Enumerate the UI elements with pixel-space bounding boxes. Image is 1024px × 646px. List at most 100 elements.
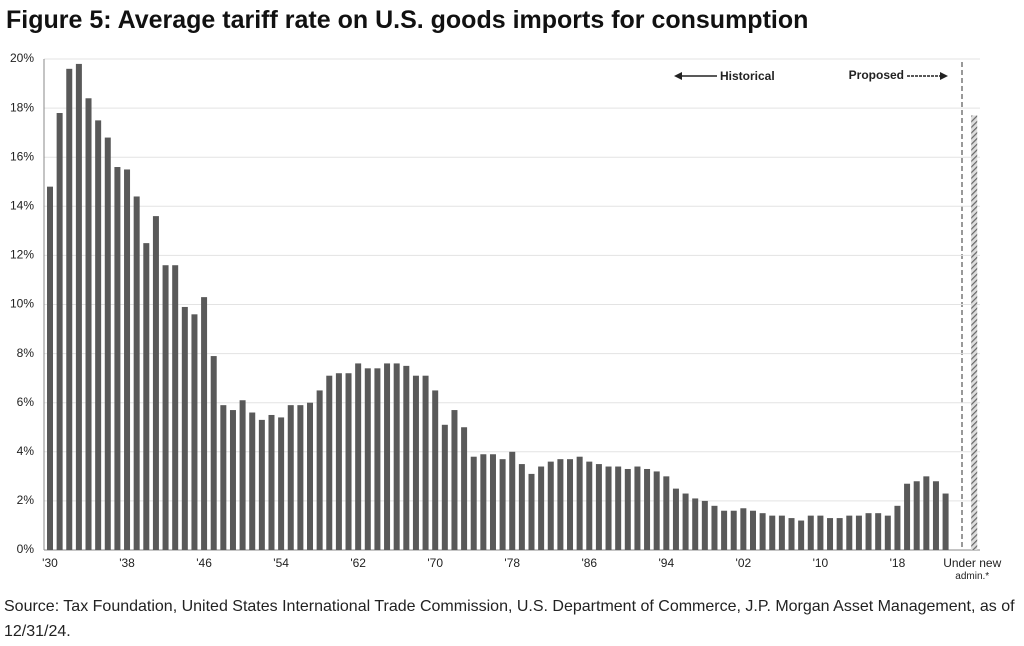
bar (268, 414, 275, 550)
bar (846, 515, 853, 550)
chart: Historical Proposed 0% 2% 4% 6% 8% 10% 12% 14% 1… (10, 51, 1002, 581)
bar (769, 515, 776, 550)
bar (451, 410, 458, 550)
annotation: Historical (720, 69, 775, 83)
y-tick-label: 18% (10, 100, 34, 114)
bar (971, 115, 978, 550)
source-note: Source: Tax Foundation, United States In… (4, 598, 1015, 640)
bar (412, 375, 419, 550)
bar (624, 468, 631, 550)
bar (692, 498, 699, 550)
x-tick-label: '54 (273, 556, 289, 570)
bar (653, 471, 660, 550)
bar (836, 518, 843, 550)
bar (355, 363, 362, 550)
bar (181, 306, 188, 550)
bar (817, 515, 824, 550)
bar (518, 464, 525, 550)
bar (480, 454, 487, 550)
bar (249, 412, 256, 550)
x-tick-label: '86 (581, 556, 597, 570)
bar (807, 515, 814, 550)
bar (297, 405, 304, 550)
bar (798, 520, 805, 550)
bar (422, 375, 429, 550)
x-tick-label: '02 (736, 556, 752, 570)
bar (104, 137, 111, 550)
bar (547, 461, 554, 550)
y-tick-label: 2% (17, 493, 35, 507)
bar (509, 451, 516, 550)
bar (827, 518, 834, 550)
bar (913, 481, 920, 550)
bar (855, 515, 862, 550)
bar (701, 500, 708, 550)
bar (172, 265, 179, 550)
bar (923, 476, 930, 550)
x-tick-label: '18 (890, 556, 906, 570)
bar (114, 167, 121, 550)
bar (95, 120, 102, 550)
bar (56, 113, 63, 550)
bar (326, 375, 333, 550)
bar (884, 515, 891, 550)
bar (759, 513, 766, 550)
y-tick-label: 0% (17, 542, 35, 556)
bar (66, 68, 73, 550)
bar (682, 493, 689, 550)
chart-title: Figure 5: Average tariff rate on U.S. go… (6, 6, 809, 34)
bar (75, 63, 82, 550)
y-tick-label: 10% (10, 297, 34, 311)
bar (528, 473, 535, 550)
bar (894, 505, 901, 550)
bar (258, 419, 265, 550)
bar (711, 505, 718, 550)
y-tick-label: 16% (10, 149, 34, 163)
x-tick-label: '30 (42, 556, 58, 570)
bar (374, 368, 381, 550)
bar (364, 368, 371, 550)
bar (489, 454, 496, 550)
x-tick-label: '10 (813, 556, 829, 570)
y-tick-label: 8% (17, 346, 35, 360)
x-tick-label: '70 (427, 556, 443, 570)
bar (932, 481, 939, 550)
x-tick-label: '94 (658, 556, 674, 570)
x-tick-label: '46 (196, 556, 212, 570)
y-tick-label: 4% (17, 444, 35, 458)
bar (287, 405, 294, 550)
bar (393, 363, 400, 550)
bar (345, 373, 352, 550)
bar (749, 510, 756, 550)
bar (499, 459, 506, 550)
x-tick-label: Under new admin.* (943, 556, 1001, 581)
bar (461, 427, 468, 550)
bar (605, 466, 612, 550)
bar (47, 186, 53, 550)
bar (133, 196, 140, 551)
bar (634, 466, 641, 550)
y-tick-label: 6% (17, 395, 35, 409)
bar (538, 466, 545, 550)
arrow-head (674, 72, 682, 80)
bar (278, 417, 285, 550)
y-tick-label: 14% (10, 198, 34, 212)
x-tick-label: '38 (119, 556, 135, 570)
bar (672, 488, 679, 550)
bar (721, 510, 728, 550)
bar (865, 513, 872, 550)
bar (904, 483, 911, 550)
bar (152, 216, 159, 550)
bar (470, 456, 477, 550)
bar (307, 402, 314, 550)
bar (942, 493, 949, 550)
bar (663, 476, 670, 550)
bar (788, 518, 795, 550)
bar (191, 314, 198, 550)
bar (875, 513, 882, 550)
bar (576, 456, 583, 550)
bar (210, 356, 217, 550)
bar (124, 169, 131, 550)
arrow-head (940, 72, 948, 80)
